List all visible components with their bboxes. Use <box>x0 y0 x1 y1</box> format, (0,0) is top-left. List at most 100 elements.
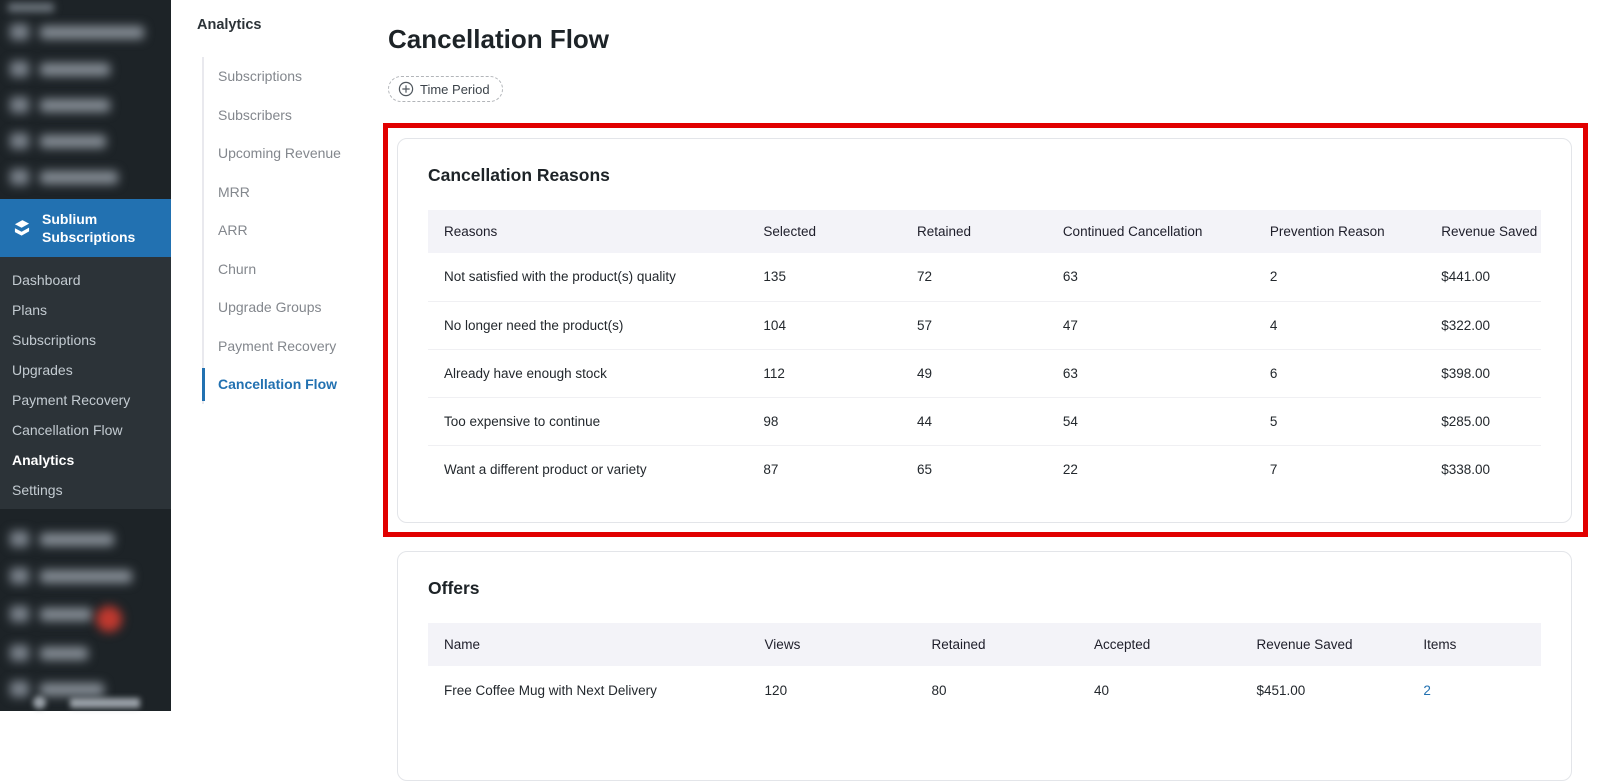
plus-circle-icon <box>398 81 414 97</box>
column-header: Reasons <box>428 210 748 253</box>
redacted-menu-item[interactable] <box>10 97 110 113</box>
redacted-menu-item[interactable] <box>10 61 110 77</box>
subnav-header: Analytics <box>197 17 262 33</box>
sidebar-item-sublium-subscriptions[interactable]: Sublium Subscriptions <box>0 199 171 257</box>
prevention-reason-cell: 5 <box>1253 397 1426 446</box>
subnav-item[interactable]: Churn <box>218 260 257 277</box>
revenue-saved-cell: $451.00 <box>1256 682 1306 698</box>
redacted-menu-icon <box>10 61 29 77</box>
column-header: Prevention Reason <box>1253 210 1426 253</box>
table-row: Free Coffee Mug with Next Delivery 120 8… <box>428 666 1541 714</box>
redacted-menu-icon <box>10 531 29 547</box>
offer-name-cell: Free Coffee Mug with Next Delivery <box>444 682 657 698</box>
continued-cancellation-cell: 63 <box>1046 253 1254 302</box>
subnav-item[interactable]: Subscribers <box>218 106 292 123</box>
prevention-reason-cell: 7 <box>1269 461 1278 477</box>
reason-cell: Want a different product or variety <box>444 461 647 477</box>
redacted-menu-icon <box>10 681 29 697</box>
subnav-item[interactable]: Subscriptions <box>218 68 303 85</box>
notification-badge <box>96 606 122 632</box>
subnav-item[interactable]: Cancellation Flow <box>202 365 341 404</box>
prevention-reason-cell: 4 <box>1253 301 1426 350</box>
retained-cell: 65 <box>917 461 933 477</box>
column-header: Revenue Saved <box>1240 623 1408 666</box>
continued-cancellation-cell: 22 <box>1062 461 1078 477</box>
revenue-saved-cell: $338.00 <box>1441 461 1491 477</box>
column-header: Retained <box>901 210 1047 253</box>
redacted-menu-item[interactable] <box>10 568 132 584</box>
reason-cell: Not satisfied with the product(s) qualit… <box>428 253 748 302</box>
redacted-menu-icon <box>10 645 29 661</box>
items-cell: 2 <box>1407 666 1541 714</box>
revenue-saved-cell: $441.00 <box>1425 253 1541 302</box>
redacted-menu-icon <box>10 133 29 149</box>
subnav-item[interactable]: Upcoming Revenue <box>218 145 341 162</box>
column-header: Revenue Saved <box>1425 210 1541 253</box>
sidebar-submenu-item[interactable]: Upgrades <box>12 362 73 378</box>
subnav-item[interactable]: Payment Recovery <box>218 337 337 354</box>
reason-cell: Already have enough stock <box>428 349 748 398</box>
brand-label: Sublium Subscriptions <box>42 210 136 245</box>
sidebar-submenu-item[interactable]: Dashboard <box>12 272 81 288</box>
time-period-label: Time Period <box>420 81 490 97</box>
continued-cancellation-cell: 47 <box>1046 301 1254 350</box>
offers-table: Name Views Retained Accepted Revenue Saved It… <box>428 623 1541 714</box>
redacted-menu-item[interactable] <box>10 645 88 661</box>
sidebar-submenu-item[interactable]: Subscriptions <box>12 332 97 348</box>
subnav-item[interactable]: ARR <box>218 222 248 239</box>
subnav-list: Subscriptions Subscribers Upcoming Revenue… <box>202 57 341 404</box>
redacted-menu-item[interactable] <box>33 696 140 709</box>
items-link[interactable]: 2 <box>1423 682 1431 698</box>
redacted-menu-icon <box>10 606 29 622</box>
cancellation-reasons-card: Cancellation Reasons Reasons Selected Reta… <box>397 138 1572 523</box>
prevention-reason-cell: 2 <box>1253 253 1426 302</box>
redacted-menu-icon <box>10 169 29 185</box>
continued-cancellation-cell: 54 <box>1046 397 1254 446</box>
views-cell: 120 <box>764 682 788 698</box>
analytics-subnav: Analytics Subscriptions Subscribers Upcomi… <box>171 0 385 711</box>
subnav-item[interactable]: Upgrade Groups <box>218 299 322 316</box>
accepted-cell: 40 <box>1093 682 1109 698</box>
selected-cell: 104 <box>747 301 902 350</box>
redacted-menu-item[interactable] <box>10 531 114 547</box>
retained-cell: 49 <box>901 349 1047 398</box>
prevention-reason-cell: 6 <box>1253 349 1426 398</box>
selected-cell: 87 <box>763 461 779 477</box>
sidebar-submenu-item[interactable]: Analytics <box>12 452 75 468</box>
redacted-menu-item[interactable] <box>10 24 144 40</box>
subnav-item[interactable]: MRR <box>218 183 250 200</box>
redacted-menu-icon <box>33 696 46 709</box>
redacted-menu-icon <box>10 24 29 40</box>
table-row: Too expensive to continue 98 44 54 5 $28… <box>428 397 1541 446</box>
redacted-menu-item[interactable] <box>10 681 104 697</box>
offers-title: Offers <box>428 578 480 598</box>
table-row: Not satisfied with the product(s) qualit… <box>428 253 1541 302</box>
sidebar-submenu-item[interactable]: Cancellation Flow <box>12 422 123 438</box>
table-row: No longer need the product(s) 104 57 47 … <box>428 301 1541 350</box>
selected-cell: 135 <box>747 253 902 302</box>
selected-cell: 112 <box>747 349 902 398</box>
column-header: Accepted <box>1077 623 1241 666</box>
reason-cell: Too expensive to continue <box>428 397 748 446</box>
table-header-row: Reasons Selected Retained Continued Cancell… <box>428 210 1541 253</box>
revenue-saved-cell: $398.00 <box>1425 349 1541 398</box>
redacted-menu-item[interactable] <box>10 133 106 149</box>
redacted-menu-item[interactable] <box>10 169 118 185</box>
revenue-saved-cell: $285.00 <box>1425 397 1541 446</box>
column-header: Retained <box>915 623 1078 666</box>
redacted-menu-item[interactable] <box>10 606 92 622</box>
retained-cell: 57 <box>901 301 1047 350</box>
sidebar-submenu-item[interactable]: Settings <box>12 482 63 498</box>
redacted-admin-bar-item <box>8 3 54 12</box>
time-period-button[interactable]: Time Period <box>388 76 503 102</box>
offers-card: Offers Name Views Retained Accepted Revenue … <box>397 551 1572 781</box>
table-row: Want a different product or variety 87 6… <box>428 445 1541 493</box>
cancellation-reasons-table: Reasons Selected Retained Continued Cancell… <box>428 210 1541 493</box>
redacted-menu-icon <box>10 568 29 584</box>
column-header: Continued Cancellation <box>1046 210 1254 253</box>
column-header: Name <box>428 623 749 666</box>
table-row: Already have enough stock 112 49 63 6 $3… <box>428 349 1541 398</box>
sidebar-submenu-item[interactable]: Payment Recovery <box>12 392 131 408</box>
cancellation-reasons-title: Cancellation Reasons <box>428 165 610 185</box>
sidebar-submenu-item[interactable]: Plans <box>12 302 48 318</box>
